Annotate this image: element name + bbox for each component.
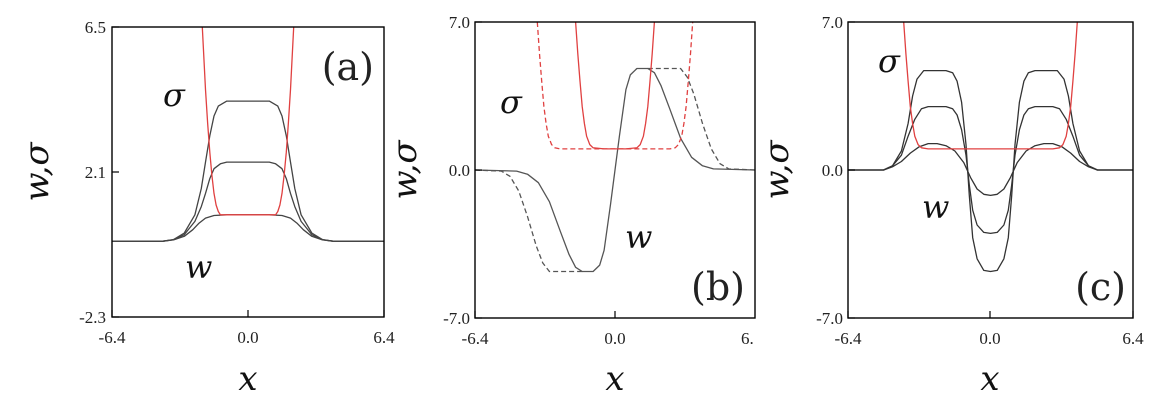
series-line-0 [475,67,755,273]
series-line-1 [848,105,1133,235]
x-tick-label: 6. [741,329,754,348]
series-line-3 [903,22,1078,150]
sigma-annotation: σ [878,42,901,80]
series-line-0 [848,69,1133,273]
y-tick-label: 7.0 [449,13,470,32]
x-axis-label: x [980,359,999,399]
x-tick-label: 6.4 [373,328,395,347]
y-tick-label: 2.1 [85,163,106,182]
x-tick-label: 0.0 [604,329,625,348]
series-line-3 [574,22,656,150]
y-tick-label: -2.3 [79,308,106,327]
x-axis-label: x [605,359,624,399]
y-axis-label: w,σ [385,140,425,200]
y-axis-label: w,σ [757,140,797,200]
y-tick-label: 6.5 [85,18,106,37]
y-tick-label: 7.0 [822,13,843,32]
series-line-1 [475,169,583,273]
y-tick-label: -7.0 [443,309,470,328]
y-axis-label: w,σ [17,142,57,202]
w-annotation: w [625,218,652,256]
x-axis-label: x [238,359,257,399]
x-tick-label: -6.4 [99,328,126,347]
series-line-2 [848,142,1133,197]
panel-a: 6.5 2.1 -2.3 -6.4 0.0 6.4 x w,σ (a) σ w [17,18,395,399]
sigma-annotation: σ [163,76,186,114]
x-tick-label: 0.0 [979,329,1000,348]
series-line-2 [647,67,755,171]
x-tick-label: -6.4 [835,329,862,348]
x-tick-label: 6.4 [1122,329,1144,348]
panel-c: 7.0 0.0 -7.0 -6.4 0.0 6.4 x w,σ (c) σ w [757,13,1144,399]
w-annotation: w [185,248,212,286]
y-tick-label: 0.0 [822,161,843,180]
y-tick-label: 0.0 [449,161,470,180]
panel-b: 7.0 0.0 -7.0 -6.4 0.0 6. x w,σ (b) σ w [385,13,756,399]
series-line-3 [201,27,295,216]
x-tick-label: -6.4 [462,329,489,348]
series-line-1 [112,161,384,242]
series-line-4 [536,22,694,150]
w-annotation: w [922,188,949,226]
series-line-0 [112,100,384,242]
panel-label: (c) [1075,265,1126,309]
sigma-annotation: σ [500,83,523,121]
panel-label: (a) [322,45,374,89]
panel-label: (b) [691,265,745,309]
y-tick-label: -7.0 [816,309,843,328]
x-tick-label: 0.0 [237,328,258,347]
series-line-2 [112,214,384,242]
